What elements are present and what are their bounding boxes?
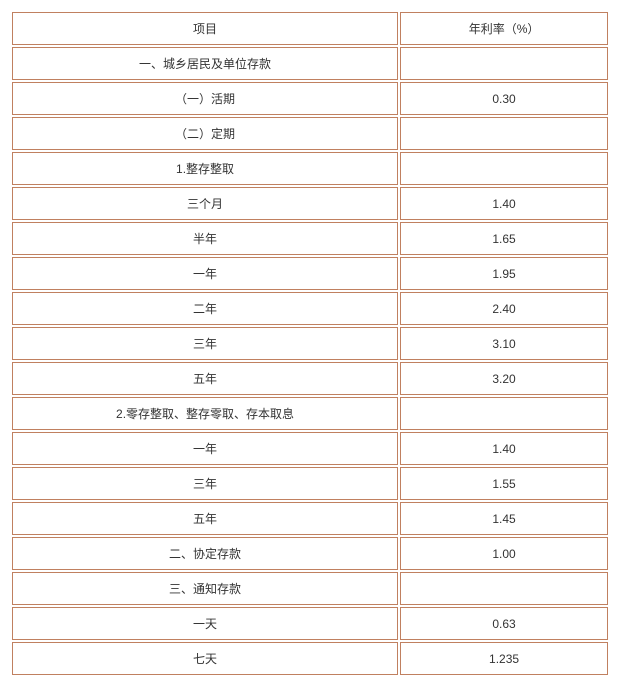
table-row: 三、通知存款 <box>12 572 608 605</box>
table-row: 一年 1.95 <box>12 257 608 290</box>
cell-item: 2.零存整取、整存零取、存本取息 <box>12 397 398 430</box>
table-row: （一）活期 0.30 <box>12 82 608 115</box>
table-row: 二年 2.40 <box>12 292 608 325</box>
table-row: 三年 3.10 <box>12 327 608 360</box>
cell-item: 1.整存整取 <box>12 152 398 185</box>
cell-rate: 3.20 <box>400 362 608 395</box>
table-header-row: 项目 年利率（%） <box>12 12 608 45</box>
table-row: 一、城乡居民及单位存款 <box>12 47 608 80</box>
cell-rate: 1.95 <box>400 257 608 290</box>
cell-item: 半年 <box>12 222 398 255</box>
cell-item: 七天 <box>12 642 398 675</box>
cell-item: 三、通知存款 <box>12 572 398 605</box>
cell-rate: 1.40 <box>400 432 608 465</box>
table-body: 项目 年利率（%） 一、城乡居民及单位存款 （一）活期 0.30 （二）定期 1… <box>12 12 608 675</box>
cell-item: （一）活期 <box>12 82 398 115</box>
cell-rate: 0.63 <box>400 607 608 640</box>
cell-rate <box>400 572 608 605</box>
table-row: 1.整存整取 <box>12 152 608 185</box>
cell-rate <box>400 47 608 80</box>
table-row: 一天 0.63 <box>12 607 608 640</box>
cell-item: 五年 <box>12 362 398 395</box>
table-row: （二）定期 <box>12 117 608 150</box>
header-item: 项目 <box>12 12 398 45</box>
header-rate: 年利率（%） <box>400 12 608 45</box>
cell-rate <box>400 152 608 185</box>
cell-rate: 1.00 <box>400 537 608 570</box>
table-row: 三年 1.55 <box>12 467 608 500</box>
table-row: 一年 1.40 <box>12 432 608 465</box>
cell-rate: 1.235 <box>400 642 608 675</box>
cell-item: 二、协定存款 <box>12 537 398 570</box>
cell-item: 一年 <box>12 432 398 465</box>
cell-rate: 1.55 <box>400 467 608 500</box>
cell-item: 一、城乡居民及单位存款 <box>12 47 398 80</box>
cell-item: 一年 <box>12 257 398 290</box>
table-row: 半年 1.65 <box>12 222 608 255</box>
cell-item: 一天 <box>12 607 398 640</box>
cell-item: 三年 <box>12 467 398 500</box>
cell-rate: 1.40 <box>400 187 608 220</box>
cell-item: （二）定期 <box>12 117 398 150</box>
table-row: 2.零存整取、整存零取、存本取息 <box>12 397 608 430</box>
cell-rate <box>400 397 608 430</box>
table-row: 五年 1.45 <box>12 502 608 535</box>
cell-item: 三年 <box>12 327 398 360</box>
cell-rate: 0.30 <box>400 82 608 115</box>
cell-item: 五年 <box>12 502 398 535</box>
cell-rate: 1.45 <box>400 502 608 535</box>
cell-item: 二年 <box>12 292 398 325</box>
table-row: 二、协定存款 1.00 <box>12 537 608 570</box>
table-row: 五年 3.20 <box>12 362 608 395</box>
table-row: 七天 1.235 <box>12 642 608 675</box>
cell-rate: 3.10 <box>400 327 608 360</box>
cell-item: 三个月 <box>12 187 398 220</box>
interest-rate-table: 项目 年利率（%） 一、城乡居民及单位存款 （一）活期 0.30 （二）定期 1… <box>10 10 610 677</box>
table-row: 三个月 1.40 <box>12 187 608 220</box>
cell-rate <box>400 117 608 150</box>
cell-rate: 1.65 <box>400 222 608 255</box>
cell-rate: 2.40 <box>400 292 608 325</box>
